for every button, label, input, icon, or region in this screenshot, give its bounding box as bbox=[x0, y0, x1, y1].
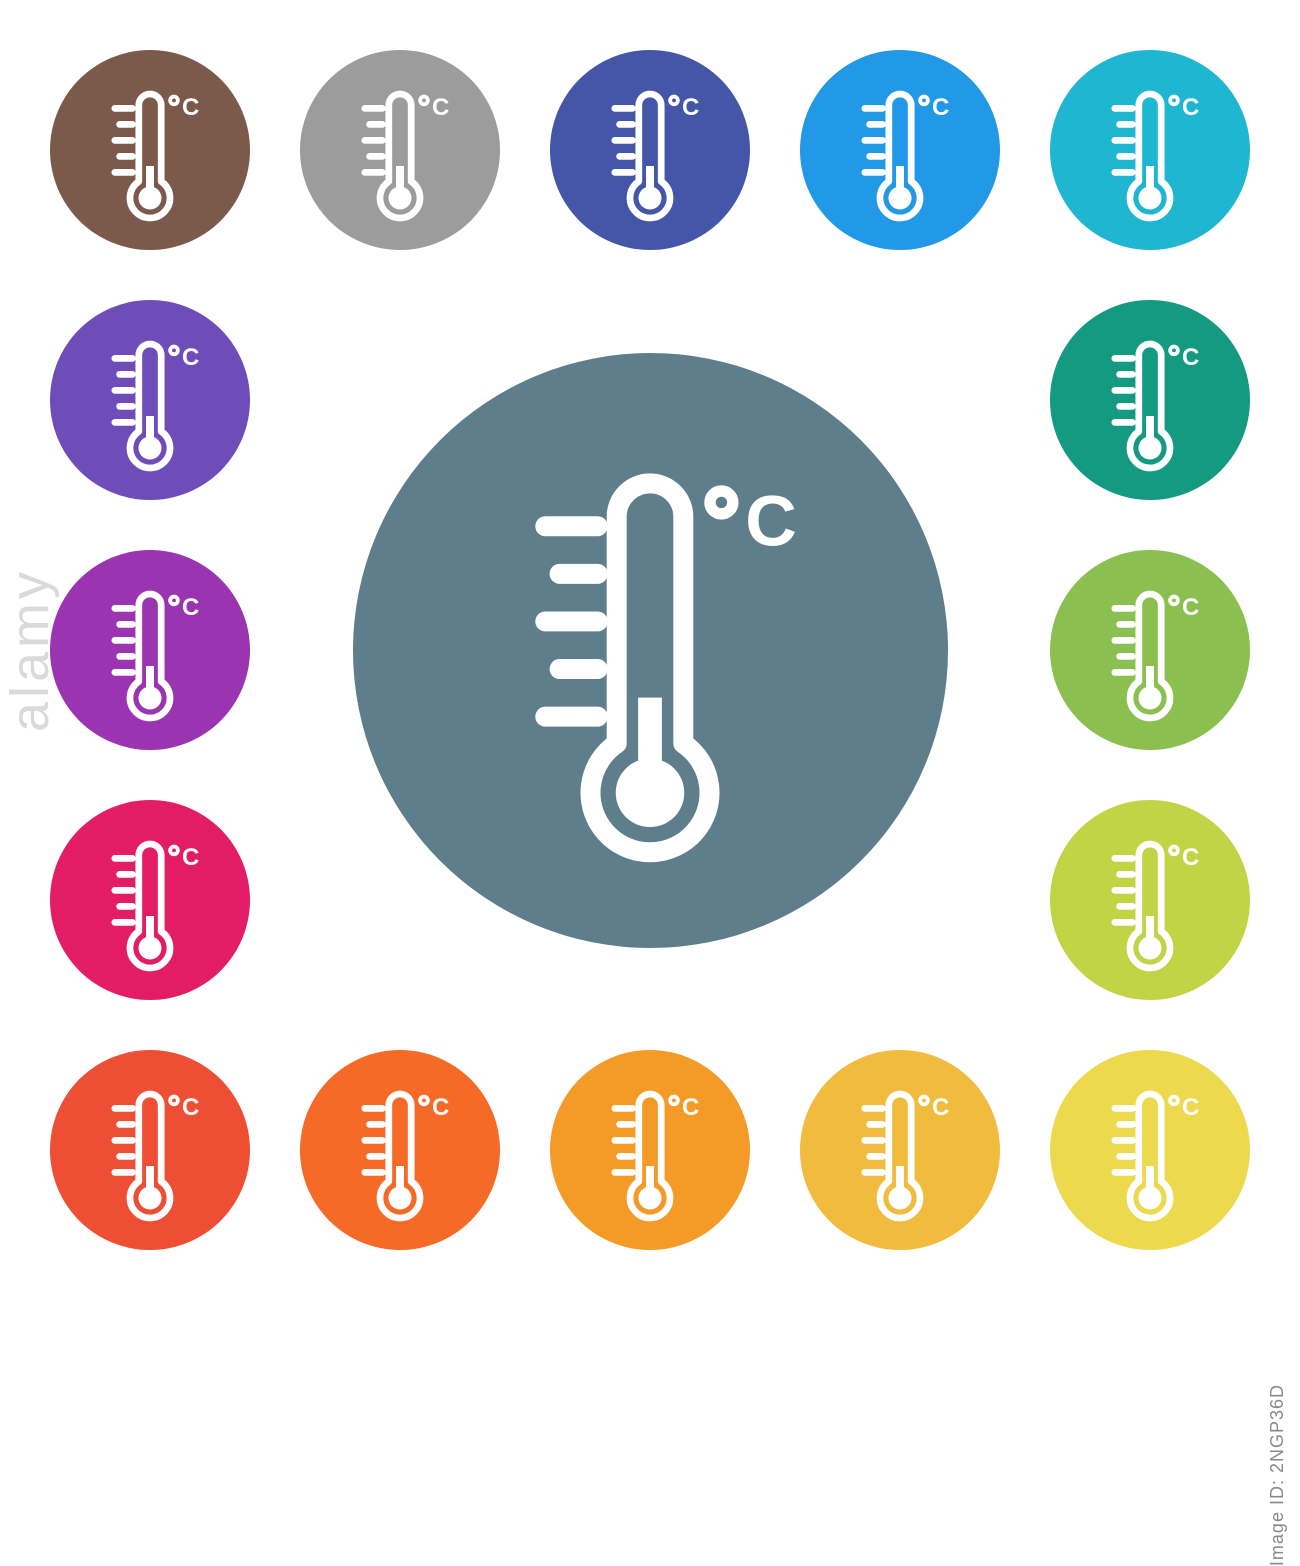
svg-text:C: C bbox=[1182, 844, 1199, 871]
thermometer-celsius-icon-cyan: C bbox=[1050, 50, 1250, 250]
svg-text:C: C bbox=[1182, 94, 1199, 121]
svg-text:C: C bbox=[182, 344, 199, 371]
thermometer-celsius-icon-amber: C bbox=[800, 1050, 1000, 1250]
thermometer-celsius-icon-gray: C bbox=[300, 50, 500, 250]
svg-text:C: C bbox=[682, 94, 699, 121]
thermometer-celsius-icon-sky-blue: C bbox=[800, 50, 1000, 250]
thermometer-celsius-icon-magenta: C bbox=[50, 800, 250, 1000]
thermometer-celsius-icon-violet: C bbox=[50, 300, 250, 500]
svg-text:C: C bbox=[932, 1094, 949, 1121]
svg-text:C: C bbox=[182, 94, 199, 121]
thermometer-celsius-icon-brown: C bbox=[50, 50, 250, 250]
svg-text:C: C bbox=[432, 94, 449, 121]
thermometer-celsius-icon-teal: C bbox=[1050, 300, 1250, 500]
thermometer-celsius-icon-orange-red: C bbox=[300, 1050, 500, 1250]
thermometer-celsius-icon-large: C bbox=[353, 353, 948, 948]
svg-text:C: C bbox=[745, 481, 797, 561]
watermark-image-id: Image ID: 2NGP36D bbox=[1267, 1384, 1288, 1566]
thermometer-celsius-icon-green: C bbox=[1050, 550, 1250, 750]
svg-text:C: C bbox=[932, 94, 949, 121]
svg-text:C: C bbox=[182, 594, 199, 621]
svg-text:C: C bbox=[182, 1094, 199, 1121]
svg-text:C: C bbox=[1182, 344, 1199, 371]
svg-text:C: C bbox=[1182, 594, 1199, 621]
svg-text:C: C bbox=[182, 844, 199, 871]
thermometer-celsius-icon-lime: C bbox=[1050, 800, 1250, 1000]
svg-text:C: C bbox=[1182, 1094, 1199, 1121]
thermometer-celsius-icon-orange: C bbox=[550, 1050, 750, 1250]
icon-set-canvas: alamy C C C C bbox=[0, 0, 1300, 1300]
thermometer-celsius-icon-red: C bbox=[50, 1050, 250, 1250]
svg-text:C: C bbox=[432, 1094, 449, 1121]
svg-text:C: C bbox=[682, 1094, 699, 1121]
thermometer-celsius-icon-purple: C bbox=[50, 550, 250, 750]
thermometer-celsius-icon-indigo: C bbox=[550, 50, 750, 250]
thermometer-celsius-icon-yellow: C bbox=[1050, 1050, 1250, 1250]
